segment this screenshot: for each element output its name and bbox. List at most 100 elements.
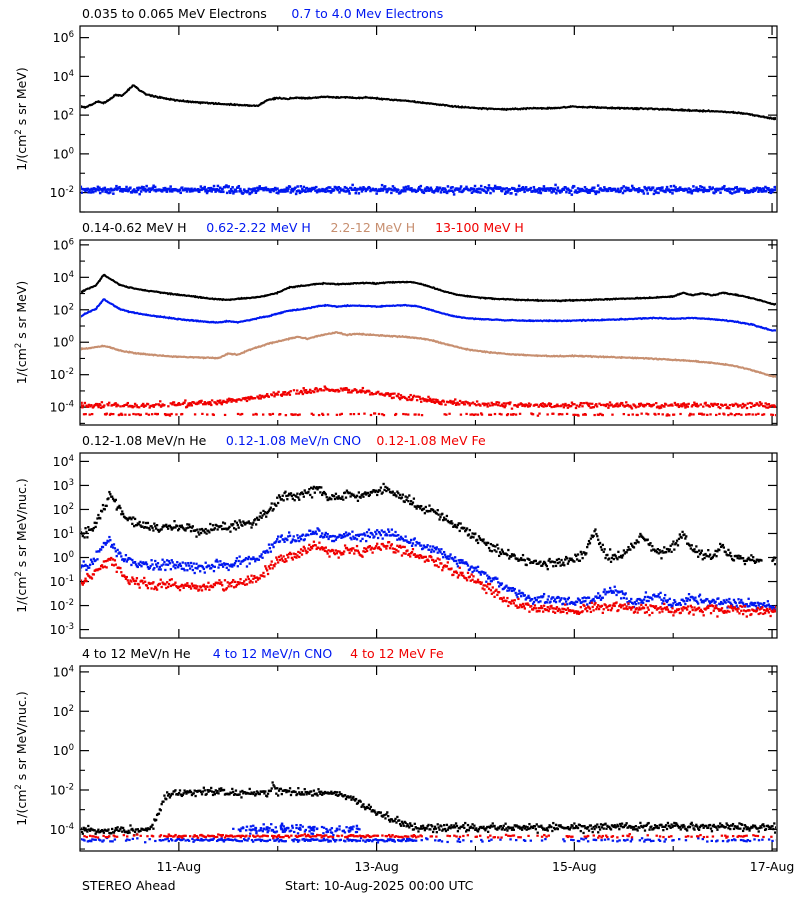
- data-point: [726, 823, 729, 827]
- data-point: [637, 187, 641, 190]
- data-point: [414, 413, 417, 416]
- data-point: [93, 187, 97, 191]
- data-point: [602, 590, 605, 594]
- data-point: [424, 189, 428, 193]
- data-point: [420, 544, 423, 547]
- data-point: [211, 565, 215, 568]
- data-point: [146, 586, 150, 590]
- data-point: [356, 549, 360, 552]
- data-point: [485, 191, 488, 195]
- data-point: [689, 188, 692, 191]
- data-point: [191, 525, 194, 528]
- data-point: [160, 528, 163, 531]
- data-point: [437, 548, 440, 551]
- data-point: [500, 548, 504, 551]
- data-point: [446, 519, 449, 523]
- data-point: [409, 541, 412, 544]
- data-point: [650, 188, 653, 191]
- data-point: [436, 557, 439, 560]
- data-point: [651, 598, 654, 601]
- data-point: [653, 826, 656, 830]
- data-point: [296, 413, 300, 417]
- data-point: [431, 508, 435, 512]
- data-point: [388, 820, 392, 823]
- data-point: [693, 606, 696, 609]
- data-point: [499, 186, 502, 190]
- data-point: [230, 189, 234, 193]
- data-point: [273, 502, 276, 505]
- data-point: [646, 192, 649, 195]
- data-point: [202, 567, 206, 571]
- data-point: [573, 413, 577, 416]
- data-point: [501, 826, 504, 830]
- data-point: [348, 491, 351, 494]
- data-point: [305, 186, 309, 190]
- data-point: [295, 392, 298, 395]
- data-point: [127, 189, 131, 192]
- data-point: [723, 184, 726, 188]
- data-point: [406, 188, 409, 191]
- data-point: [323, 533, 327, 536]
- data-point: [436, 189, 440, 193]
- data-point: [464, 400, 467, 403]
- data-point: [471, 570, 474, 574]
- data-point: [588, 191, 591, 194]
- data-point: [444, 403, 447, 406]
- data-point: [132, 190, 135, 193]
- data-point: [200, 527, 204, 531]
- data-point: [378, 532, 382, 535]
- data-point: [664, 403, 668, 406]
- data-point: [454, 570, 458, 573]
- data-point: [611, 604, 615, 607]
- data-point: [133, 402, 137, 405]
- data-point: [694, 189, 697, 192]
- data-point: [162, 187, 165, 190]
- data-point: [474, 413, 477, 416]
- data-point: [411, 548, 415, 551]
- data-point: [407, 185, 410, 188]
- data-point: [240, 796, 243, 799]
- data-point: [624, 607, 627, 610]
- data-point: [276, 558, 279, 561]
- data-point: [575, 554, 578, 558]
- data-point: [142, 405, 146, 408]
- data-point: [336, 388, 339, 392]
- data-point: [718, 412, 721, 416]
- data-point: [538, 610, 541, 613]
- data-point: [243, 558, 247, 561]
- data-point: [475, 404, 478, 407]
- data-point: [111, 403, 114, 407]
- data-point: [732, 598, 736, 602]
- data-point: [642, 826, 645, 829]
- data-point: [439, 515, 442, 519]
- data-point: [679, 828, 682, 831]
- data-point: [140, 185, 144, 189]
- data-point: [487, 582, 490, 586]
- data-point: [394, 412, 398, 416]
- data-point: [347, 548, 350, 552]
- data-point: [559, 824, 562, 827]
- data-point: [595, 405, 599, 408]
- data-point: [393, 392, 396, 395]
- data-point: [276, 538, 279, 541]
- data-point: [741, 602, 745, 605]
- data-point: [281, 393, 284, 396]
- data-point: [349, 186, 353, 190]
- y-tick-label: 104: [53, 270, 74, 285]
- data-point: [326, 552, 329, 555]
- series-protons-4: [81, 331, 776, 378]
- data-point: [704, 552, 707, 556]
- data-point: [425, 827, 428, 830]
- data-point: [689, 190, 693, 194]
- data-point: [746, 826, 749, 829]
- data-point: [104, 190, 107, 194]
- data-point: [635, 607, 638, 610]
- data-point: [549, 402, 553, 406]
- data-point: [634, 602, 637, 606]
- data-point: [630, 184, 634, 188]
- data-point: [187, 561, 190, 565]
- data-point: [542, 610, 545, 613]
- data-point: [644, 187, 648, 190]
- data-point: [470, 565, 473, 568]
- data-point: [420, 825, 423, 828]
